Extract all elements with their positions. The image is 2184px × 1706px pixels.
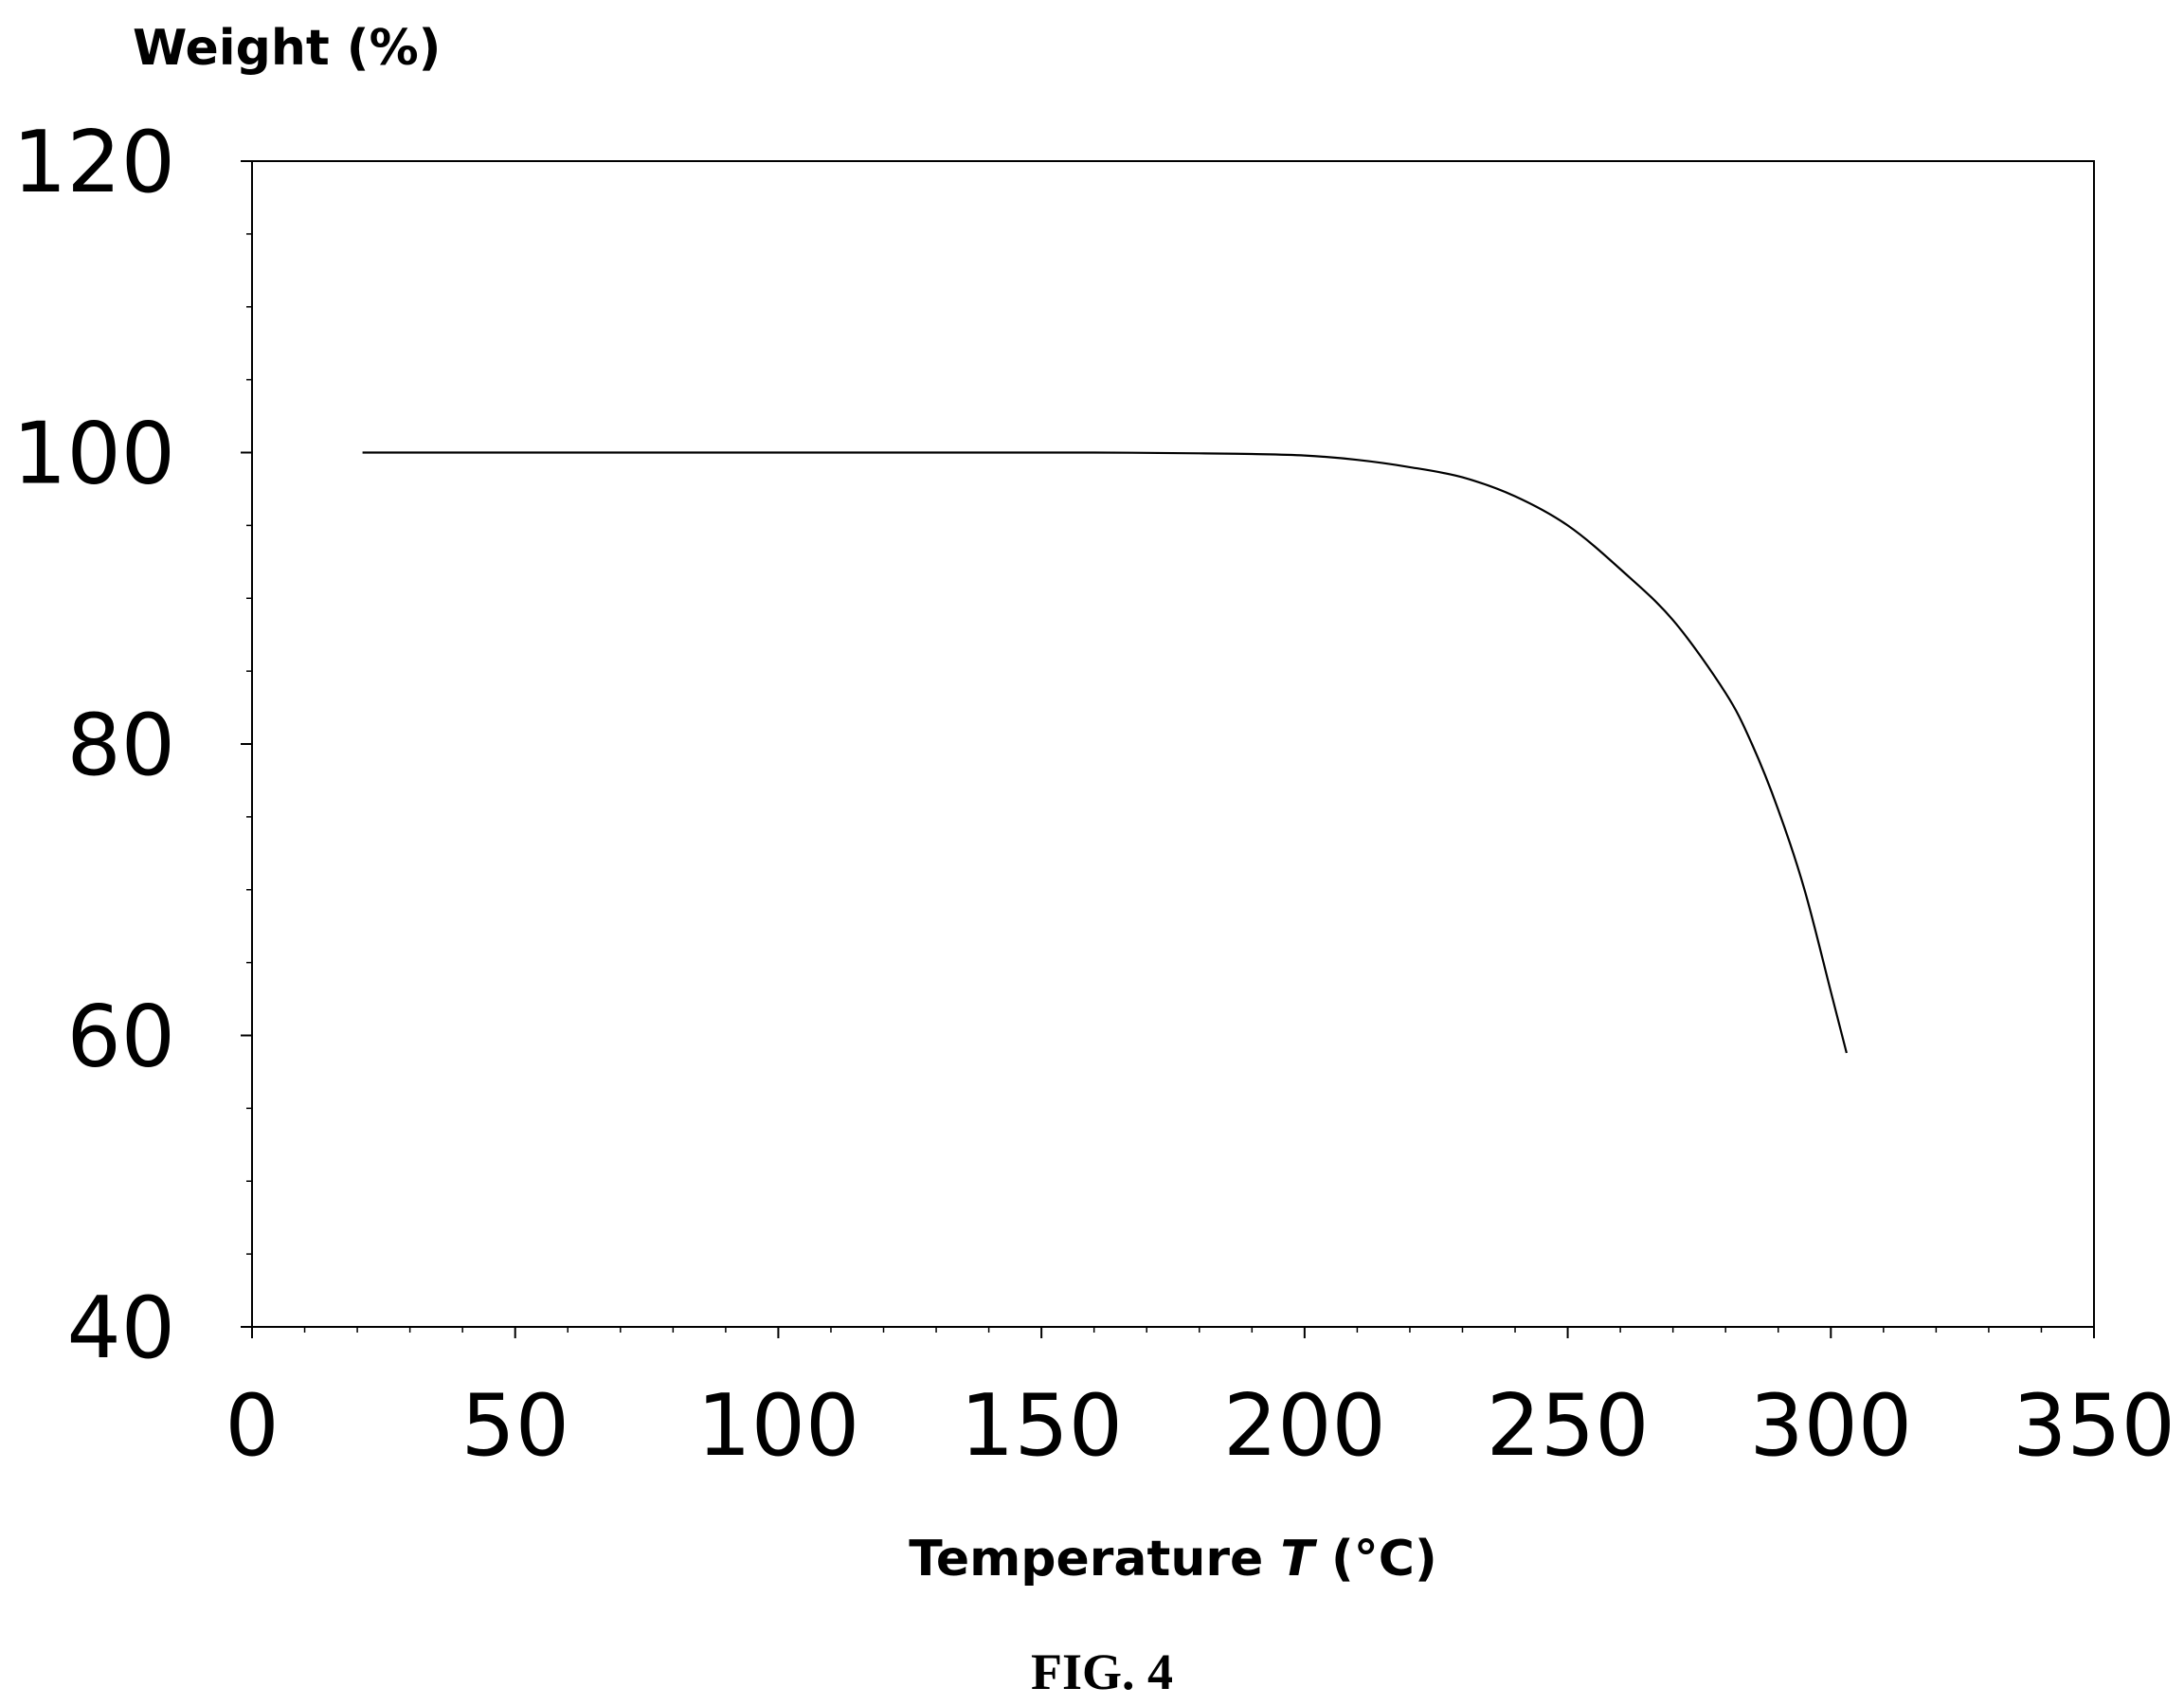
x-tick-label: 250 bbox=[1487, 1376, 1650, 1476]
major-ticks bbox=[241, 160, 2095, 1338]
x-tick-label: 150 bbox=[960, 1376, 1123, 1476]
x-tick-label: 100 bbox=[697, 1376, 860, 1476]
x-tick-label: 50 bbox=[460, 1376, 569, 1476]
x-axis-title-variable: T bbox=[1280, 1531, 1317, 1588]
x-tick-label: 200 bbox=[1223, 1376, 1386, 1476]
x-tick-label: 300 bbox=[1749, 1376, 1912, 1476]
x-tick-label: 350 bbox=[2013, 1376, 2175, 1476]
figure-caption: FIG. 4 bbox=[1031, 1643, 1173, 1700]
x-axis-title-part-1: Temperature bbox=[909, 1531, 1280, 1588]
y-tick-label: 60 bbox=[66, 988, 175, 1087]
y-tick-labels: 40 60 80 100 120 bbox=[12, 113, 175, 1378]
minor-ticks bbox=[246, 233, 2043, 1333]
y-tick-label: 100 bbox=[12, 405, 175, 504]
series-line bbox=[362, 451, 1848, 1054]
plot-area-frame bbox=[251, 160, 2095, 1328]
x-tick-labels: 0 50 100 150 200 250 300 350 bbox=[225, 1376, 2175, 1476]
y-tick-label: 80 bbox=[66, 696, 175, 795]
y-tick-label: 40 bbox=[66, 1279, 175, 1378]
x-axis-title: Temperature T (°C) bbox=[909, 1531, 1436, 1588]
x-axis-title-part-3: (°C) bbox=[1314, 1531, 1437, 1588]
x-tick-label: 0 bbox=[225, 1376, 279, 1476]
y-tick-label: 120 bbox=[12, 113, 175, 212]
y-axis-title: Weight (%) bbox=[133, 20, 441, 77]
